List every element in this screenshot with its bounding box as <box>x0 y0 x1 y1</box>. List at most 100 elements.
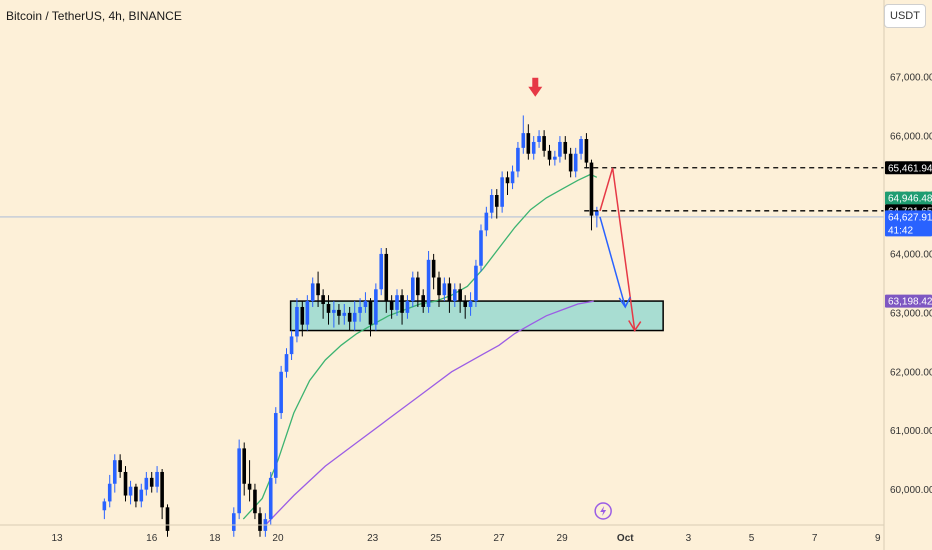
candle[interactable] <box>474 259 478 307</box>
candle[interactable] <box>342 304 347 325</box>
candle[interactable] <box>242 442 247 496</box>
candle[interactable] <box>358 298 362 322</box>
candle[interactable] <box>510 165 515 190</box>
candle[interactable] <box>316 271 320 307</box>
candle[interactable] <box>452 283 457 307</box>
candle-body <box>279 371 283 414</box>
candle[interactable] <box>268 471 273 525</box>
candle-body <box>242 448 247 484</box>
candle[interactable] <box>531 136 536 160</box>
candle[interactable] <box>107 474 112 508</box>
candle[interactable] <box>405 295 410 319</box>
candle[interactable] <box>400 289 404 325</box>
candle[interactable] <box>573 147 578 178</box>
candle[interactable] <box>112 454 117 493</box>
currency-button[interactable]: USDT <box>884 4 926 28</box>
candle[interactable] <box>484 206 489 237</box>
candle[interactable] <box>458 283 462 313</box>
candle[interactable] <box>505 171 510 195</box>
candle[interactable] <box>579 136 583 160</box>
candle[interactable] <box>421 289 426 313</box>
candle[interactable] <box>149 471 154 493</box>
candle[interactable] <box>442 277 447 302</box>
candle[interactable] <box>144 471 149 496</box>
candle[interactable] <box>547 144 552 166</box>
candle-body <box>352 312 357 322</box>
candle[interactable] <box>258 507 262 537</box>
candle[interactable] <box>160 469 164 520</box>
candle-body <box>149 477 154 487</box>
candle[interactable] <box>526 124 531 160</box>
candle[interactable] <box>139 483 144 508</box>
horizontal-lines[interactable] <box>584 167 884 212</box>
candle[interactable] <box>134 483 138 508</box>
candle[interactable] <box>305 295 310 331</box>
candle-body <box>537 136 541 142</box>
candle[interactable] <box>553 150 557 166</box>
demand-zone[interactable] <box>289 300 664 332</box>
candle[interactable] <box>389 295 394 319</box>
blue-projection-arrow[interactable] <box>599 216 626 308</box>
candle[interactable] <box>416 271 420 307</box>
candle[interactable] <box>321 289 325 319</box>
ema-fast-line <box>242 173 598 520</box>
candle[interactable] <box>253 483 257 520</box>
candle[interactable] <box>118 454 122 478</box>
candle[interactable] <box>332 301 336 328</box>
candle[interactable] <box>352 301 357 331</box>
candle[interactable] <box>447 277 452 313</box>
candle[interactable] <box>384 248 389 313</box>
candle[interactable] <box>468 292 473 316</box>
candle-body <box>500 177 504 207</box>
candle-body <box>447 283 452 302</box>
candle[interactable] <box>568 147 573 178</box>
candle[interactable] <box>300 301 305 337</box>
candle[interactable] <box>589 159 594 231</box>
candle[interactable] <box>284 348 289 378</box>
candles[interactable] <box>102 115 599 537</box>
candle[interactable] <box>165 504 170 537</box>
candle[interactable] <box>102 498 107 520</box>
red-projection-arrow[interactable] <box>599 167 636 331</box>
candle[interactable] <box>289 330 294 360</box>
candle[interactable] <box>128 480 133 505</box>
candle[interactable] <box>463 295 468 319</box>
candle[interactable] <box>123 466 128 502</box>
candle[interactable] <box>489 189 494 219</box>
candle[interactable] <box>437 271 441 307</box>
candle[interactable] <box>363 292 368 313</box>
candle[interactable] <box>537 130 541 148</box>
candle[interactable] <box>494 189 499 219</box>
candle[interactable] <box>542 130 546 157</box>
candle[interactable] <box>558 136 562 163</box>
candle[interactable] <box>347 306 352 331</box>
candle[interactable] <box>516 141 520 178</box>
candle[interactable] <box>426 250 431 313</box>
candle[interactable] <box>410 271 415 307</box>
candle[interactable] <box>237 439 241 520</box>
candle[interactable] <box>155 466 159 493</box>
candle[interactable] <box>337 304 341 325</box>
candle[interactable] <box>563 136 568 160</box>
projection-arrows[interactable] <box>528 77 642 520</box>
candle[interactable] <box>521 115 526 154</box>
candle[interactable] <box>431 253 436 290</box>
candle[interactable] <box>479 224 483 272</box>
candle-body <box>437 277 441 296</box>
candle[interactable] <box>379 248 384 296</box>
candle[interactable] <box>247 460 252 502</box>
candle[interactable] <box>273 407 278 484</box>
candle[interactable] <box>374 283 378 331</box>
demand-zone-rect[interactable] <box>289 300 664 332</box>
candle[interactable] <box>326 295 331 325</box>
candle[interactable] <box>395 289 399 316</box>
candle[interactable] <box>500 171 504 213</box>
candle[interactable] <box>310 277 315 307</box>
candle[interactable] <box>295 298 299 343</box>
price-label-bg <box>885 210 932 237</box>
candle[interactable] <box>368 298 373 337</box>
candle[interactable] <box>231 507 236 537</box>
candle[interactable] <box>279 365 283 419</box>
candle[interactable] <box>584 133 589 169</box>
